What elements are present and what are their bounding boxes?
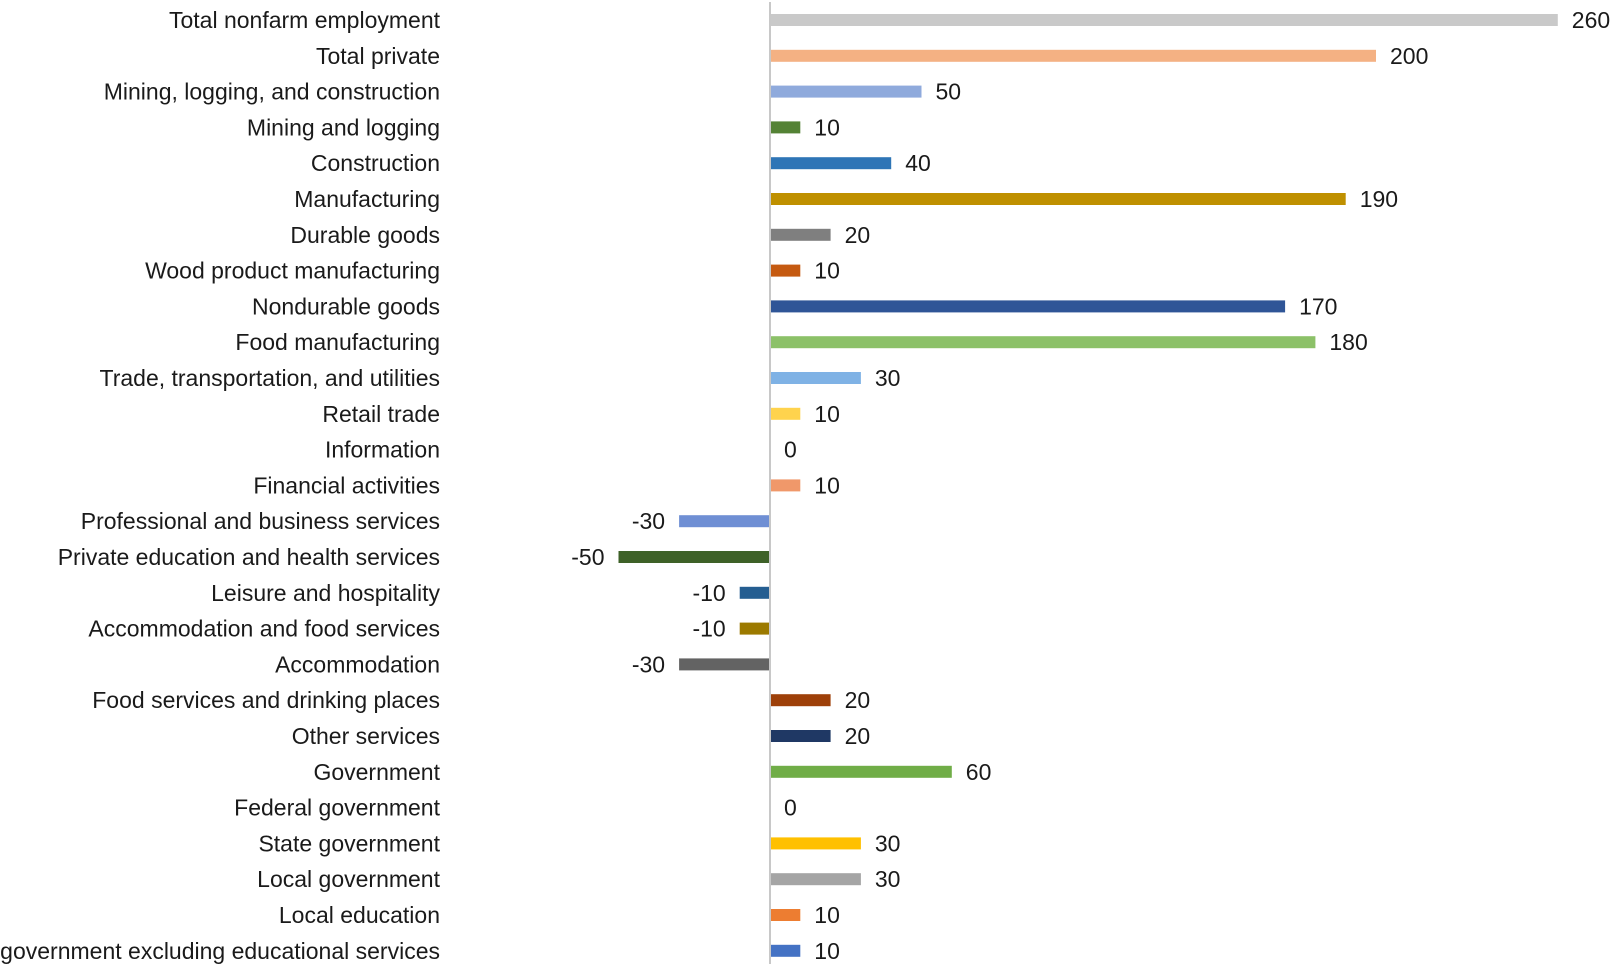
category-label: Federal government — [234, 795, 440, 821]
category-label: Professional and business services — [81, 508, 440, 534]
bar — [770, 157, 892, 170]
data-label: 260 — [1572, 7, 1610, 33]
data-label: 10 — [814, 114, 840, 140]
category-label: Mining, logging, and construction — [104, 79, 440, 105]
category-label: Nondurable goods — [252, 293, 440, 319]
data-label: 30 — [875, 866, 901, 892]
category-label: Total nonfarm employment — [169, 7, 441, 33]
data-label: 10 — [814, 938, 840, 964]
category-label: State government — [258, 830, 440, 856]
category-label: Wood product manufacturing — [145, 258, 440, 284]
bar — [679, 658, 770, 671]
category-label: Leisure and hospitality — [211, 580, 440, 606]
category-label: Local government — [257, 866, 440, 892]
bar — [770, 14, 1558, 26]
bar — [770, 300, 1286, 313]
data-label: -30 — [632, 651, 665, 677]
bar — [770, 730, 831, 742]
data-label: 10 — [814, 258, 840, 284]
bar — [770, 765, 952, 778]
category-label: Other services — [292, 723, 440, 749]
bar — [770, 336, 1316, 349]
bar — [770, 85, 922, 98]
data-label: 10 — [814, 902, 840, 928]
data-label: 20 — [845, 222, 871, 248]
bar — [618, 551, 770, 563]
category-label: Construction — [311, 150, 440, 176]
data-label: 170 — [1299, 293, 1337, 319]
data-label: 60 — [966, 759, 992, 785]
data-label: 50 — [936, 79, 962, 105]
bar — [770, 228, 831, 241]
data-label: -50 — [571, 544, 604, 570]
category-label: Retail trade — [322, 401, 440, 427]
data-label: 10 — [814, 472, 840, 498]
category-label: Local education — [279, 902, 440, 928]
data-label: 20 — [845, 723, 871, 749]
bar — [770, 837, 861, 850]
data-label: 0 — [784, 795, 797, 821]
category-label: Mining and logging — [247, 114, 440, 140]
labels-layer: Total nonfarm employment 260 Total private… — [0, 7, 1610, 964]
bars-layer — [618, 14, 1558, 957]
data-label: 190 — [1360, 186, 1398, 212]
bar — [739, 622, 770, 635]
category-label: Trade, transportation, and utilities — [100, 365, 441, 391]
bar — [739, 586, 770, 599]
category-label: Accommodation — [275, 651, 440, 677]
bar — [770, 909, 801, 921]
data-label: 180 — [1329, 329, 1367, 355]
bar — [770, 49, 1376, 62]
bar — [770, 193, 1346, 205]
bar — [770, 264, 801, 277]
category-label: Total private — [316, 43, 440, 69]
category-label: Information — [325, 437, 440, 463]
bar — [770, 944, 801, 957]
category-label: Government — [313, 759, 440, 785]
data-label: -30 — [632, 508, 665, 534]
data-label: 40 — [905, 150, 931, 176]
category-label: Financial activities — [253, 472, 440, 498]
bar — [679, 515, 770, 528]
data-label: 10 — [814, 401, 840, 427]
data-label: 20 — [845, 687, 871, 713]
data-label: -10 — [692, 580, 725, 606]
data-label: 30 — [875, 830, 901, 856]
bar — [770, 372, 861, 384]
category-label: Accommodation and food services — [88, 616, 440, 642]
category-label: Private education and health services — [58, 544, 440, 570]
data-label: 30 — [875, 365, 901, 391]
category-label: Local government excluding educational s… — [0, 938, 440, 964]
bar — [770, 121, 801, 134]
category-label: Food services and drinking places — [92, 687, 440, 713]
bar — [770, 694, 831, 707]
category-label: Manufacturing — [294, 186, 440, 212]
bar — [770, 407, 801, 420]
category-label: Food manufacturing — [235, 329, 440, 355]
data-label: -10 — [692, 616, 725, 642]
category-label: Durable goods — [290, 222, 440, 248]
data-label: 0 — [784, 437, 797, 463]
bar — [770, 479, 801, 492]
data-label: 200 — [1390, 43, 1428, 69]
bar — [770, 873, 861, 886]
